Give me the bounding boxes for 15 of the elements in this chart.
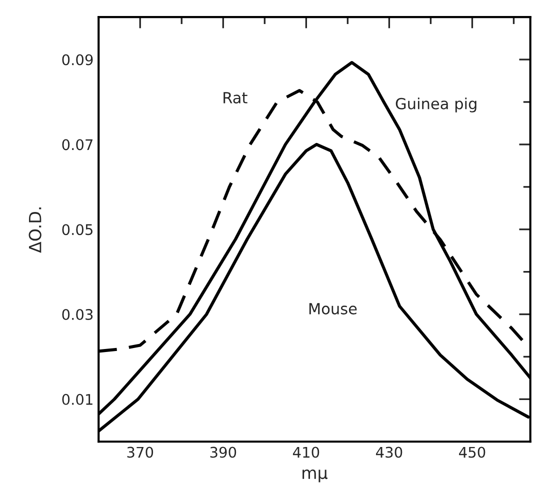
- text: Mouse: [309, 303, 357, 314]
- y-tick-label: 0.03: [62, 308, 93, 320]
- x-axis-title: mμ: [302, 470, 328, 482]
- x-tick-label: 410: [292, 446, 320, 458]
- x-tick-label: 430: [376, 446, 402, 458]
- y-axis-title: ΔO.D.: [28, 208, 42, 253]
- x-tick-label: 450: [459, 446, 486, 458]
- series-label: Guinea pig: [396, 98, 476, 112]
- x-tick-label: 390: [210, 446, 236, 458]
- y-tick-label: 0.05: [62, 224, 92, 236]
- y-tick-label: 0.01: [62, 394, 92, 405]
- series-label: Rat: [224, 92, 248, 104]
- y-tick-label: 0.07: [62, 139, 92, 150]
- y-tick-label: 0.09: [62, 54, 93, 66]
- x-tick-label: 370: [127, 446, 154, 458]
